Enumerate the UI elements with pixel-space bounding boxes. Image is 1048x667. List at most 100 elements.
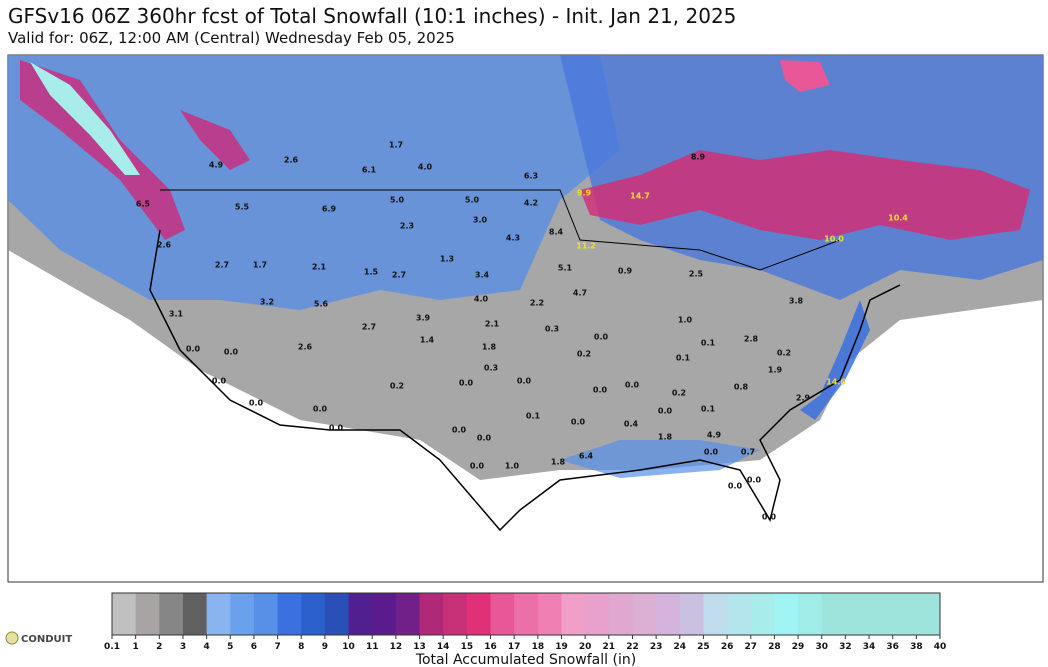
colorbar-bin (916, 593, 941, 635)
map-value-label: 0.7 (741, 448, 755, 457)
map-value-label: 4.9 (209, 161, 224, 170)
map-value-label: 0.0 (625, 381, 640, 390)
snow-blue (8, 55, 620, 310)
map-value-label: 0.2 (390, 382, 404, 391)
map-value-label: 2.6 (157, 241, 172, 250)
map-value-label: 0.0 (186, 345, 201, 354)
map-value-label: 6.4 (579, 452, 594, 461)
colorbar-tick-label: 20 (579, 642, 592, 652)
colorbar-frame (111, 592, 941, 636)
colorbar-tick-label: 18 (532, 642, 545, 652)
map-value-label: 0.0 (224, 348, 239, 357)
map-value-label: 1.5 (364, 268, 379, 277)
colorbar-bin (703, 593, 728, 635)
map-value-label: 4.2 (524, 199, 538, 208)
colorbar-bin (869, 593, 894, 635)
map-value-label: 2.7 (392, 271, 406, 280)
map-value-label: 0.0 (658, 407, 673, 416)
colorbar-bin (774, 593, 799, 635)
colorbar-tick-label: 10 (342, 642, 355, 652)
map-value-label: 2.6 (298, 343, 313, 352)
map-value-label: 2.9 (796, 394, 811, 403)
colorbar-tick-label: 25 (697, 642, 710, 652)
colorbar-tick-label: 12 (390, 642, 403, 652)
map-value-label: 14.7 (630, 192, 650, 201)
map-value-label: 11.2 (576, 242, 596, 251)
colorbar-tick-label: 23 (650, 642, 663, 652)
map-value-label: 0.0 (459, 379, 474, 388)
map-value-label: 3.1 (169, 310, 184, 319)
colorbar-bin (821, 593, 846, 635)
colorbar-bin (585, 593, 610, 635)
map-value-label: 0.0 (594, 333, 609, 342)
colorbar-bin (419, 593, 444, 635)
map-value-label: 0.0 (477, 434, 492, 443)
colorbar-bin (135, 593, 160, 635)
map-value-label: 3.9 (416, 314, 431, 323)
colorbar-bin (561, 593, 586, 635)
colorbar-bin (443, 593, 468, 635)
colorbar-bin (845, 593, 870, 635)
map-value-label: 1.3 (440, 255, 454, 264)
map-value-label: 5.1 (558, 264, 573, 273)
map-background (7, 54, 1044, 583)
map-value-label: 1.8 (658, 433, 673, 442)
map-value-label: 1.0 (505, 462, 520, 471)
map-value-label: 6.3 (524, 172, 538, 181)
colorbar-tick-label: 38 (910, 642, 923, 652)
map-value-label: 5.5 (235, 203, 250, 212)
snow-teal-west (30, 62, 140, 175)
colorbar-tick-label: 29 (792, 642, 805, 652)
map-value-label: 0.0 (762, 513, 777, 522)
border-line (160, 189, 841, 271)
map-value-label: 0.0 (329, 424, 344, 433)
colorbar-bin (632, 593, 657, 635)
map-value-label: 0.3 (484, 364, 498, 373)
map-value-label: 0.4 (624, 420, 639, 429)
colorbar-tick-label: 6 (251, 642, 257, 652)
colorbar-tick-label: 1 (133, 642, 139, 652)
snow-blue-coast (800, 300, 870, 420)
map-value-label: 0.0 (704, 448, 719, 457)
colorbar-tick-label: 4 (203, 642, 209, 652)
map-value-label: 3.4 (475, 271, 490, 280)
map-value-label: 0.9 (618, 267, 633, 276)
map-value-label: 8.9 (691, 153, 706, 162)
colorbar-bin (466, 593, 492, 635)
map-value-label: 3.0 (473, 216, 488, 225)
colorbar-bin (608, 593, 633, 635)
map-value-label: 2.8 (744, 335, 759, 344)
map-value-label: 0.0 (249, 399, 264, 408)
colorbar-tick-label: 28 (768, 642, 781, 652)
coastline (149, 229, 901, 532)
colorbar-tick-label: 26 (721, 642, 734, 652)
map-value-label: 6.5 (136, 200, 151, 209)
colorbar-tick-label: 8 (298, 642, 304, 652)
colorbar-bin (395, 593, 421, 635)
map-value-label: 4.3 (506, 234, 520, 243)
colorbar-bin (656, 593, 681, 635)
map-value-label: 3.2 (260, 298, 274, 307)
map-value-label: 2.6 (284, 156, 299, 165)
colorbar-tick-label: 3 (180, 642, 186, 652)
subtitle: Valid for: 06Z, 12:00 AM (Central) Wedne… (8, 29, 455, 47)
colorbar-bin (537, 593, 562, 635)
map-value-label: 1.0 (678, 316, 693, 325)
colorbar-tick-label: 2 (156, 642, 162, 652)
colorbar-tick-label: 30 (815, 642, 828, 652)
colorbar-tick-label: 27 (744, 642, 757, 652)
map-value-label: 2.7 (362, 323, 376, 332)
colorbar-bin (798, 593, 823, 635)
map-value-label: 0.0 (452, 426, 467, 435)
map-value-label: 1.8 (551, 458, 566, 467)
colorbar-tick-label: 21 (603, 642, 616, 652)
colorbar-bin (372, 593, 397, 635)
colorbar-bin (206, 593, 231, 635)
colorbar-tick-label: 5 (227, 642, 233, 652)
map-value-label: 4.9 (707, 431, 722, 440)
map-value-label: 0.0 (728, 482, 743, 491)
map-value-label: 6.9 (322, 205, 337, 214)
map-value-label: 3.8 (789, 297, 804, 306)
